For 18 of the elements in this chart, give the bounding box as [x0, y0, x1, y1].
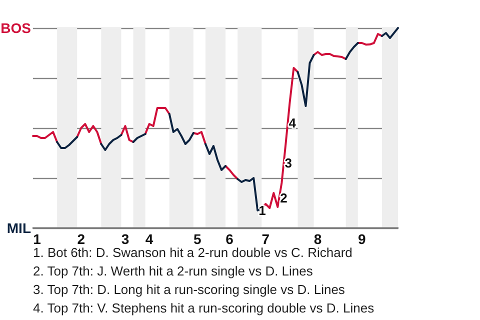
text: 2. Top 7th: J. Werth hit a 2-run single vs D. Lines [33, 264, 314, 278]
x-tick-label: 1 [33, 231, 42, 247]
text: MIL [6, 220, 32, 236]
text: 4. Top 7th: V. Stephens hit a run-scoring double vs D. Lines [33, 300, 375, 316]
annotation: 4 [288, 116, 297, 130]
x-tick-label: 3 [121, 231, 130, 247]
x-tick-label: 4 [145, 231, 154, 247]
x-tick-label: 7 [262, 231, 270, 247]
annotation: 3 [284, 156, 292, 170]
text: 3. Top 7th: D. Long hit a run-scoring single vs D. Lines [33, 282, 346, 297]
x-tick-label: 6 [226, 231, 234, 247]
text: BOS [0, 20, 31, 36]
annotation: 2 [280, 190, 288, 206]
x-tick-label: 5 [194, 231, 202, 247]
x-tick-label: 2 [77, 231, 86, 247]
text: 1. Bot 6th: D. Swanson hit a 2-run double vs C. Richard [33, 245, 352, 260]
x-tick-label: 8 [314, 231, 322, 247]
x-tick-label: 9 [358, 231, 366, 247]
